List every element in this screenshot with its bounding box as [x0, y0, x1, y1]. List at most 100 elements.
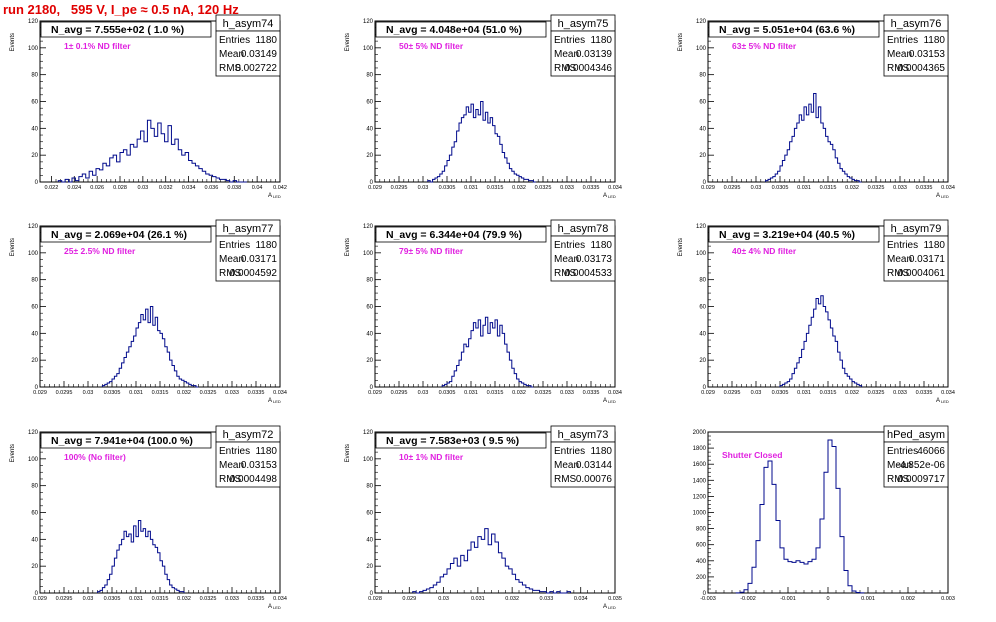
histogram-bin: [828, 142, 830, 182]
x-tick-label: 0.03: [418, 390, 429, 396]
histogram-bin: [182, 155, 185, 182]
x-tick-label: 0.042: [273, 185, 287, 191]
histogram-bin: [457, 566, 460, 593]
n-avg-box: [708, 226, 880, 243]
y-tick-label: 80: [31, 73, 38, 79]
filter-label: 10± 1% ND filter: [399, 452, 464, 462]
histogram-bin: [766, 181, 768, 182]
histogram-bin: [826, 136, 828, 182]
run-title: run 2180, 595 V, I_pe ≈ 0.5 nA, 120 Hz: [3, 2, 239, 17]
y-tick-label: 400: [696, 559, 707, 565]
y-tick-label: 0: [370, 385, 374, 391]
y-tick-label: 100: [363, 457, 374, 463]
histogram-bin: [488, 123, 490, 182]
stats-box: [550, 441, 616, 488]
histogram-bin: [495, 320, 497, 387]
histogram-bin: [833, 336, 835, 387]
histogram-bin: [148, 531, 150, 593]
x-tick-label: 0.0315: [820, 390, 837, 396]
n-avg-label: N_avg = 7.555e+02 ( 1.0 %): [51, 24, 184, 36]
histogram-bin: [158, 123, 161, 182]
x-tick-label: 0.0295: [724, 185, 741, 191]
histogram-bin: [464, 561, 467, 593]
histogram-bin: [833, 150, 835, 182]
histogram-bin: [816, 548, 820, 593]
y-tick-label: 120: [696, 224, 707, 230]
filter-label: 50± 5% ND filter: [399, 41, 464, 51]
x-tick-label: 0.03: [137, 185, 148, 191]
x-axis-label: A: [603, 604, 607, 610]
histogram-bin: [787, 382, 789, 387]
histogram-bin: [792, 374, 794, 387]
histogram-bin: [112, 379, 114, 387]
histogram-bin: [835, 341, 837, 387]
histogram-bin: [493, 126, 495, 182]
x-tick-label: 0.029: [402, 596, 416, 602]
stats-value: 1180: [923, 240, 945, 251]
histogram-bin: [850, 178, 852, 182]
y-tick-label: 120: [363, 224, 374, 230]
x-tick-label: 0.031: [797, 390, 811, 396]
histogram-bin: [772, 484, 776, 593]
histogram-name: h_asym79: [891, 223, 942, 235]
y-tick-label: 120: [363, 430, 374, 436]
stats-label: Entries: [887, 446, 918, 457]
filter-label: 63± 5% ND filter: [732, 41, 797, 51]
x-tick-label: 0.0315: [487, 390, 504, 396]
histogram-bin: [818, 107, 820, 182]
histogram-bin: [138, 323, 140, 387]
x-tick-label: 0.033: [560, 390, 574, 396]
histogram-bin: [784, 559, 788, 593]
histogram-bin: [473, 118, 475, 182]
x-tick-label: 0.0295: [56, 390, 73, 396]
histogram-bin: [806, 115, 808, 182]
stats-label: RMS: [554, 474, 577, 485]
histogram-bin: [153, 545, 155, 593]
histogram-bin: [808, 562, 812, 593]
histogram-bin: [845, 374, 847, 387]
histogram-bin: [182, 380, 184, 387]
histogram-name: h_asym72: [223, 429, 274, 441]
x-tick-label: 0.033: [893, 185, 907, 191]
histogram-bin: [847, 376, 849, 387]
y-tick-label: 80: [31, 484, 38, 490]
stats-box: [215, 441, 281, 488]
histogram-bin: [521, 178, 523, 182]
histogram-bin: [854, 181, 856, 182]
histogram-bin: [788, 562, 792, 593]
stats-value: 1180: [255, 35, 277, 46]
histogram-bin: [105, 585, 107, 593]
histogram-bin: [136, 537, 138, 593]
n-avg-box: [375, 432, 547, 449]
y-tick-label: 0: [703, 385, 707, 391]
stats-value: 0.03171: [241, 254, 278, 265]
histogram-bin: [812, 559, 816, 593]
histogram-bin: [119, 368, 121, 387]
stats-label: Mean: [554, 49, 579, 60]
histogram-bin: [189, 384, 191, 387]
histogram-bin: [143, 320, 145, 387]
stats-value: 0.03144: [576, 460, 613, 471]
histogram-bin: [82, 174, 85, 182]
histogram-bin: [96, 169, 99, 182]
histogram-bin: [799, 115, 801, 182]
stats-label: RMS: [887, 63, 910, 74]
histogram-bin: [852, 179, 854, 182]
histogram-bin: [471, 331, 473, 387]
histogram-bin: [512, 171, 514, 182]
histogram-bin: [466, 107, 468, 182]
x-tick-label: 0.0295: [391, 185, 408, 191]
histogram-bin: [490, 323, 492, 387]
x-tick-label: 0.034: [182, 185, 196, 191]
n-avg-box: [40, 226, 212, 243]
x-tick-label: -0.001: [780, 596, 796, 602]
y-tick-label: 1400: [693, 478, 707, 484]
x-tick-label: 0.032: [845, 185, 859, 191]
histogram-bin: [117, 162, 120, 182]
histogram-panel-h_asym76: 0 20 40 60 80 100 120 0.029 0.0295 0.03 0.0305 0.03…: [678, 14, 955, 199]
y-axis-label: Events: [678, 33, 684, 51]
histogram-bin: [107, 580, 109, 593]
n-avg-box: [40, 21, 212, 38]
histogram-bin: [464, 115, 466, 182]
histogram-bin: [485, 317, 487, 387]
